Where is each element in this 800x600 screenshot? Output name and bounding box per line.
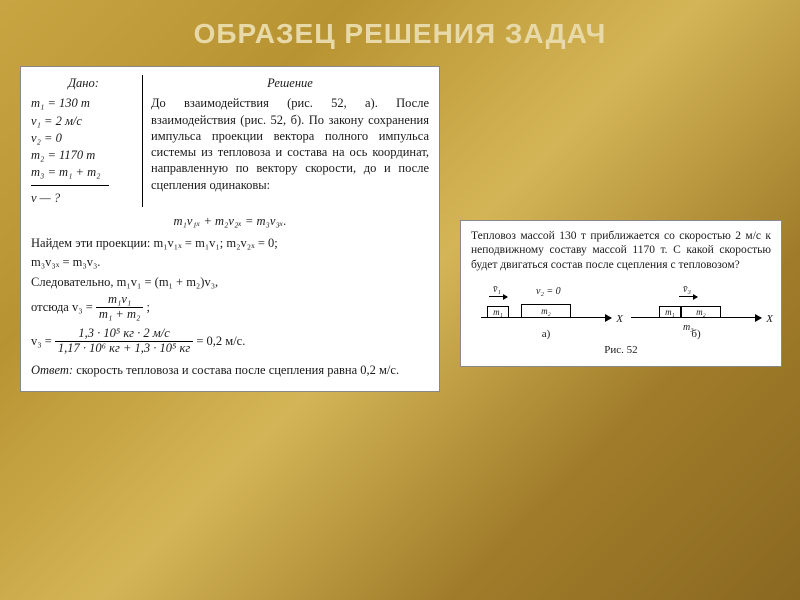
frac-den: m₁ + m₂ (96, 308, 143, 322)
solution-panel: Дано: m₁ = 130 т v₁ = 2 м/с v₂ = 0 m₂ = … (20, 66, 440, 392)
equation-main: m₁v₁ₓ + m₂v₂ₓ = m₃v₃ₓ. (31, 213, 429, 229)
calc-result: = 0,2 м/с. (196, 334, 245, 348)
frac-lhs: v₃ = (72, 300, 96, 314)
solution-column: Решение До взаимодействия (рис. 52, а). … (143, 75, 429, 207)
answer-line: Ответ: скорость тепловоза и состава посл… (31, 362, 429, 378)
fraction-numeric: 1,3 · 10⁵ кг · 2 м/с 1,17 · 10⁶ кг + 1,3… (55, 327, 193, 356)
slide-title: ОБРАЗЕЦ РЕШЕНИЯ ЗАДАЧ (0, 18, 800, 50)
x-axis-line (481, 317, 611, 318)
hence-formula: отсюда v₃ = m₁v₁ m₁ + m₂ ; (31, 293, 429, 322)
box-m2: m₂ (521, 304, 571, 318)
x-axis-label: X (616, 313, 623, 327)
consequently-text: Следовательно, m₁v₁ = (m₁ + m₂)v₃, (31, 274, 429, 290)
v3-arrow-icon (679, 296, 697, 297)
given-line: m₁ = 130 т (31, 95, 136, 111)
problem-panel: Тепловоз массой 130 т приближается со ск… (460, 220, 782, 367)
m3-brace-label: m₃ (683, 322, 694, 335)
given-column: Дано: m₁ = 130 т v₁ = 2 м/с v₂ = 0 m₂ = … (31, 75, 143, 207)
diagram-row: v̄₁ v₂ = 0 m₁ m₂ X а) v̄₃ m₁ m₂ m₃ X (471, 282, 771, 342)
solution-text: До взаимодействия (рис. 52, а). После вз… (151, 95, 429, 193)
x-axis-label-b: X (766, 313, 773, 327)
x-axis-arrow-icon (605, 314, 612, 322)
projection-text: Найдем эти проекции: m₁v₁ₓ = m₁v₁; m₂v₂ₓ… (31, 235, 429, 251)
answer-text: скорость тепловоза и состава после сцепл… (73, 363, 399, 377)
frac-num: m₁v₁ (96, 293, 143, 308)
solution-continuation: Найдем эти проекции: m₁v₁ₓ = m₁v₁; m₂v₂ₓ… (31, 235, 429, 378)
answer-label: Ответ: (31, 363, 73, 377)
given-line: v₁ = 2 м/с (31, 113, 136, 129)
v3-label: v̄₃ (683, 284, 691, 297)
x-axis-arrow-b-icon (755, 314, 762, 322)
fraction-symbolic: m₁v₁ m₁ + m₂ (96, 293, 143, 322)
x-axis-line-b (631, 317, 761, 318)
given-separator (31, 185, 109, 186)
find-line: v — ? (31, 190, 136, 206)
frac-tail: ; (146, 300, 149, 314)
calc-formula: v₃ = 1,3 · 10⁵ кг · 2 м/с 1,17 · 10⁶ кг … (31, 327, 429, 356)
projection-text-2: m₃v₃ₓ = m₃v₃. (31, 254, 429, 270)
diagram-before: v̄₁ v₂ = 0 m₁ m₂ X а) (481, 288, 611, 342)
hence-label: отсюда (31, 300, 72, 314)
given-line: v₂ = 0 (31, 130, 136, 146)
solution-header: Решение (151, 75, 429, 91)
problem-text: Тепловоз массой 130 т приближается со ск… (471, 229, 771, 272)
calc-lhs: v₃ = (31, 334, 55, 348)
v2-label: v₂ = 0 (536, 286, 561, 299)
given-line: m₃ = m₁ + m₂ (31, 164, 136, 180)
calc-num: 1,3 · 10⁵ кг · 2 м/с (55, 327, 193, 342)
v1-label: v̄₁ (493, 284, 501, 297)
label-b: б) (631, 328, 761, 342)
v1-arrow-icon (489, 296, 507, 297)
given-header: Дано: (31, 75, 136, 91)
diagram-after: v̄₃ m₁ m₂ m₃ X б) (631, 288, 761, 342)
figure-caption: Рис. 52 (471, 344, 771, 358)
given-line: m₂ = 1170 т (31, 147, 136, 163)
calc-den: 1,17 · 10⁶ кг + 1,3 · 10⁵ кг (55, 342, 193, 356)
label-a: а) (481, 328, 611, 342)
